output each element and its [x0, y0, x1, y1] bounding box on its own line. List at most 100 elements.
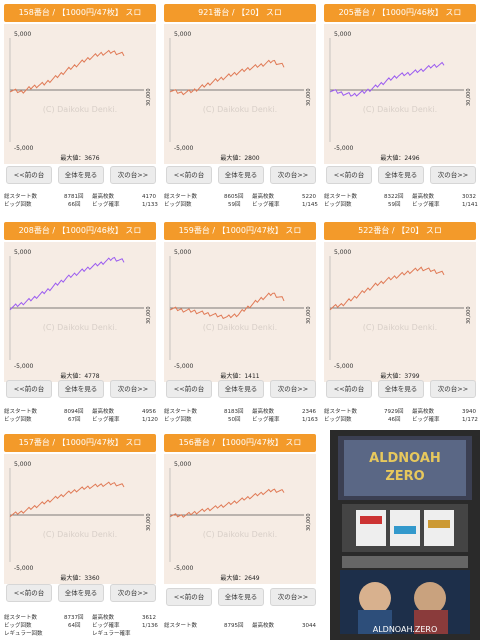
big-rate-label: ビッグ確率	[92, 417, 120, 423]
total-start-value: 8605回	[224, 194, 244, 200]
prev-machine-button[interactable]: <<前の台	[6, 584, 52, 602]
view-all-button[interactable]: 全体を見る	[218, 380, 264, 398]
graph-panel-921: 921番台 / 【20】 スロ 5,000 -5,000 30,000 (C) Dai…	[160, 0, 320, 215]
panel-title[interactable]: 205番台 / 【1000円/46枚】 スロ	[324, 4, 476, 22]
prev-machine-button[interactable]: <<前の台	[326, 166, 372, 184]
max-coins-label: 最高枚数	[412, 409, 435, 415]
slump-graph: 5,000 -5,000 30,000 (C) Daikoku Denki. 最大値：3…	[4, 24, 156, 164]
watermark: (C) Daikoku Denki.	[363, 105, 437, 114]
max-value-label: 最大値：2800	[220, 154, 259, 162]
prev-machine-button[interactable]: <<前の台	[166, 380, 212, 398]
slump-line	[329, 61, 445, 97]
view-all-button[interactable]: 全体を見る	[378, 380, 424, 398]
y-bottom-label: -5,000	[14, 363, 34, 370]
total-start-label: 総スタート数	[4, 615, 38, 621]
slump-line	[169, 488, 285, 518]
view-all-button[interactable]: 全体を見る	[58, 380, 104, 398]
big-rate-label: ビッグ確率	[252, 417, 280, 423]
view-all-button[interactable]: 全体を見る	[218, 588, 264, 606]
max-coins-label: 最高枚数	[252, 194, 275, 200]
y-top-label: 5,000	[14, 31, 31, 38]
big-rate-value: 1/141	[462, 202, 478, 208]
big-rate-label: ビッグ確率	[412, 417, 440, 423]
watermark: (C) Daikoku Denki.	[363, 323, 437, 332]
watermark: (C) Daikoku Denki.	[43, 323, 117, 332]
big-count-value: 46回	[388, 417, 401, 423]
panel-title[interactable]: 156番台 / 【1000円/47枚】 スロ	[164, 434, 316, 452]
next-machine-button[interactable]: 次の台>>	[430, 380, 476, 398]
big-rate-label: ビッグ確率	[412, 202, 440, 208]
big-count-value: 59回	[228, 202, 241, 208]
big-count-label: ビッグ回数	[324, 417, 352, 423]
slump-line	[9, 256, 125, 311]
y-bottom-label: -5,000	[174, 565, 194, 572]
panel-title[interactable]: 522番台 / 【20】 スロ	[324, 222, 476, 240]
big-count-value: 67回	[68, 417, 81, 423]
big-rate-value: 1/133	[142, 202, 158, 208]
y-top-label: 5,000	[334, 31, 351, 38]
big-rate-label: ビッグ確率	[252, 202, 280, 208]
total-start-value: 7929回	[384, 409, 404, 415]
x-right-label: 30,000	[306, 514, 312, 532]
graph-panel-157: 157番台 / 【1000円/47枚】 スロ 5,000 -5,000 30,000…	[0, 430, 160, 640]
big-count-value: 64回	[68, 623, 81, 629]
slump-line	[169, 292, 285, 320]
max-coins-label: 最高枚数	[92, 615, 115, 621]
panel-title[interactable]: 921番台 / 【20】 スロ	[164, 4, 316, 22]
prev-machine-button[interactable]: <<前の台	[166, 588, 212, 606]
x-right-label: 30,000	[306, 307, 312, 325]
slump-graph: 5,000 -5,000 30,000 (C) Daikoku Denki. 最大値：2…	[164, 454, 316, 584]
prev-machine-button[interactable]: <<前の台	[326, 380, 372, 398]
slump-graph: 5,000 -5,000 30,000 (C) Daikoku Denki. 最大値：3…	[4, 454, 156, 584]
panel-title[interactable]: 159番台 / 【1000円/47枚】 スロ	[164, 222, 316, 240]
view-all-button[interactable]: 全体を見る	[378, 166, 424, 184]
big-count-label: ビッグ回数	[4, 202, 32, 208]
next-machine-button[interactable]: 次の台>>	[110, 166, 156, 184]
view-all-button[interactable]: 全体を見る	[58, 584, 104, 602]
max-coins-label: 最高枚数	[92, 194, 115, 200]
watermark: (C) Daikoku Denki.	[203, 323, 277, 332]
next-machine-button[interactable]: 次の台>>	[270, 380, 316, 398]
prev-machine-button[interactable]: <<前の台	[166, 166, 212, 184]
y-top-label: 5,000	[174, 249, 191, 256]
max-value-label: 最大値：3360	[60, 574, 99, 582]
max-value-label: 最大値：3676	[60, 154, 99, 162]
view-all-button[interactable]: 全体を見る	[218, 166, 264, 184]
y-top-label: 5,000	[14, 461, 31, 468]
next-machine-button[interactable]: 次の台>>	[110, 380, 156, 398]
y-top-label: 5,000	[14, 249, 31, 256]
max-value-label: 最大値：1411	[220, 372, 259, 380]
panel-title[interactable]: 208番台 / 【1000円/46枚】 スロ	[4, 222, 156, 240]
next-machine-button[interactable]: 次の台>>	[430, 166, 476, 184]
total-start-label: 総スタート数	[324, 194, 358, 200]
y-bottom-label: -5,000	[334, 145, 354, 152]
graph-panel-156: 156番台 / 【1000円/47枚】 スロ 5,000 -5,000 30,000…	[160, 430, 320, 640]
max-value-label: 最大値：2496	[380, 154, 419, 162]
next-machine-button[interactable]: 次の台>>	[270, 588, 316, 606]
prev-machine-button[interactable]: <<前の台	[6, 380, 52, 398]
next-machine-button[interactable]: 次の台>>	[110, 584, 156, 602]
next-machine-button[interactable]: 次の台>>	[270, 166, 316, 184]
big-rate-label: ビッグ確率	[92, 623, 120, 629]
max-value-label: 最大値：3799	[380, 372, 419, 380]
panel-title[interactable]: 157番台 / 【1000円/47枚】 スロ	[4, 434, 156, 452]
big-count-value: 50回	[228, 417, 241, 423]
total-start-value: 8737回	[64, 615, 84, 621]
max-coins-value: 3612	[142, 615, 156, 621]
prev-machine-button[interactable]: <<前の台	[6, 166, 52, 184]
x-right-label: 30,000	[466, 307, 472, 325]
total-start-label: 総スタート数	[164, 194, 198, 200]
big-count-label: ビッグ回数	[164, 202, 192, 208]
y-bottom-label: -5,000	[174, 145, 194, 152]
panel-title[interactable]: 158番台 / 【1000円/47枚】 スロ	[4, 4, 156, 22]
reg-count-label: レギュラー回数	[4, 631, 43, 637]
y-bottom-label: -5,000	[14, 145, 34, 152]
total-start-value: 8322回	[384, 194, 404, 200]
max-coins-value: 4956	[142, 409, 156, 415]
max-coins-label: 最高枚数	[252, 623, 275, 629]
total-start-label: 総スタート数	[164, 409, 198, 415]
watermark: (C) Daikoku Denki.	[43, 105, 117, 114]
view-all-button[interactable]: 全体を見る	[58, 166, 104, 184]
max-value-label: 最大値：4778	[60, 372, 99, 380]
y-top-label: 5,000	[174, 461, 191, 468]
